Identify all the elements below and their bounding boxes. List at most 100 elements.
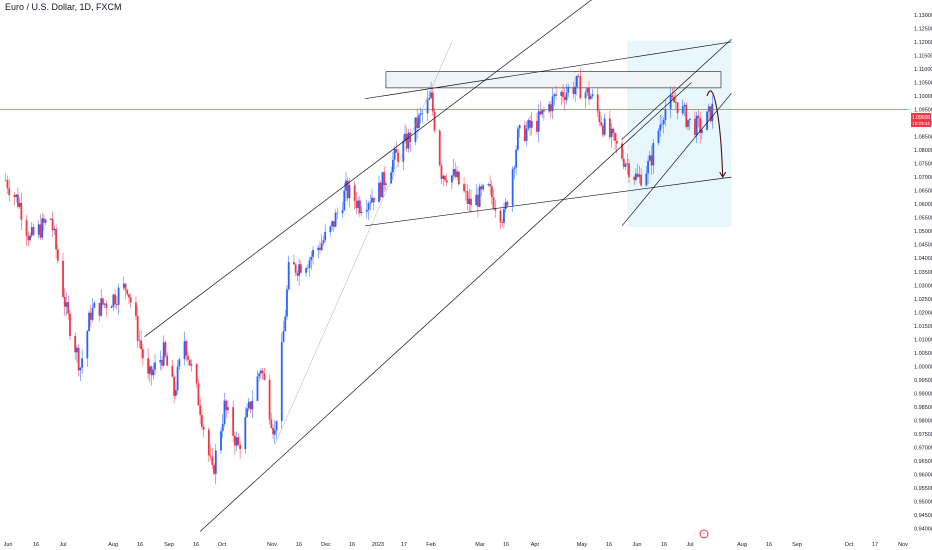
price-badge-time: 15:23:44: [912, 121, 930, 126]
candle: [393, 145, 396, 170]
candle: [345, 171, 347, 201]
candle: [348, 177, 351, 208]
candle: [32, 223, 35, 237]
candle: [329, 225, 332, 237]
candle: [555, 85, 557, 101]
channel-zone: [627, 40, 732, 228]
candle: [114, 289, 117, 309]
candle: [214, 444, 217, 485]
candle: [355, 192, 358, 215]
x-tick-label: 16: [193, 542, 199, 548]
candle: [661, 115, 663, 129]
y-tick-label: 1.08500: [914, 135, 932, 141]
candle: [124, 282, 127, 300]
candle: [284, 309, 287, 332]
candle: [515, 145, 518, 175]
candle: [122, 276, 125, 291]
candle: [27, 231, 30, 247]
x-tick-label: Nov: [898, 542, 908, 548]
candle: [44, 218, 47, 226]
candle: [154, 354, 156, 376]
candle: [390, 167, 393, 184]
y-tick-label: 1.04500: [914, 243, 932, 249]
candle: [416, 108, 419, 139]
candle: [383, 166, 386, 192]
x-tick-label: 16: [766, 542, 772, 548]
candle: [233, 431, 236, 455]
candle: [246, 403, 248, 419]
support-line: [365, 176, 732, 227]
candle: [381, 171, 384, 198]
candle: [584, 89, 587, 109]
candle: [150, 365, 153, 386]
candle: [237, 433, 240, 447]
candle: [128, 293, 130, 304]
candle: [225, 399, 228, 418]
candle: [18, 197, 21, 209]
candle: [621, 137, 623, 162]
candle: [62, 252, 64, 299]
candle: [539, 101, 542, 117]
candle: [322, 235, 325, 246]
time-axis: Jun 16 Jul Aug 16 Sep 16 Oct Nov 16 Dec 16 2023 17 Feb…: [4, 542, 909, 548]
candle: [385, 180, 387, 191]
candle: [499, 208, 502, 230]
candle: [159, 350, 162, 371]
candle: [579, 67, 582, 99]
candle: [4, 173, 7, 182]
y-tick-label: 1.02500: [914, 297, 932, 303]
y-tick-label: 1.13000: [914, 13, 932, 19]
candle: [442, 174, 445, 187]
x-tick-label: 16: [606, 542, 612, 548]
candle: [598, 108, 601, 127]
candle: [503, 203, 505, 229]
candle: [63, 288, 66, 317]
candle: [39, 214, 42, 241]
candle: [324, 224, 327, 243]
candle: [30, 222, 33, 239]
x-tick-label: Jun: [4, 542, 13, 548]
y-tick-label: 0.96500: [914, 459, 932, 465]
candle: [367, 200, 370, 221]
candle: [492, 189, 495, 211]
candle: [614, 132, 616, 151]
y-tick-label: 1.07500: [914, 162, 932, 168]
candle: [25, 214, 28, 247]
candle: [232, 401, 235, 443]
candle: [603, 113, 606, 137]
candle: [207, 427, 210, 463]
candle: [575, 75, 578, 96]
rising-channel-lower: [199, 82, 692, 532]
x-tick-label: Jul: [686, 542, 693, 548]
candle: [553, 92, 556, 106]
candle: [418, 112, 420, 132]
candle: [615, 133, 618, 154]
y-tick-label: 1.11000: [914, 67, 932, 73]
candle: [638, 165, 641, 184]
candle: [220, 427, 222, 454]
y-tick-label: 1.01000: [914, 337, 932, 343]
candle: [536, 113, 538, 135]
price-badge-price: 1.09508: [912, 115, 930, 121]
candle: [41, 213, 44, 241]
x-tick-label: Sep: [164, 542, 174, 548]
x-tick-label: 16: [349, 542, 355, 548]
candle: [53, 225, 56, 235]
candle: [147, 348, 149, 380]
candle: [103, 302, 106, 309]
candle: [268, 374, 271, 425]
candle: [562, 84, 564, 103]
x-tick-label: Apr: [531, 542, 540, 548]
x-tick-label: Oct: [845, 542, 854, 548]
candle: [51, 211, 54, 238]
candle: [152, 362, 155, 380]
candle: [55, 224, 57, 259]
candle: [489, 175, 491, 195]
candle: [463, 177, 465, 194]
y-tick-label: 1.06500: [914, 189, 932, 195]
annotation-zones: [385, 40, 732, 228]
x-tick-label: Nov: [267, 542, 277, 548]
candle: [577, 73, 580, 78]
event-marker-icon[interactable]: !: [699, 529, 709, 539]
